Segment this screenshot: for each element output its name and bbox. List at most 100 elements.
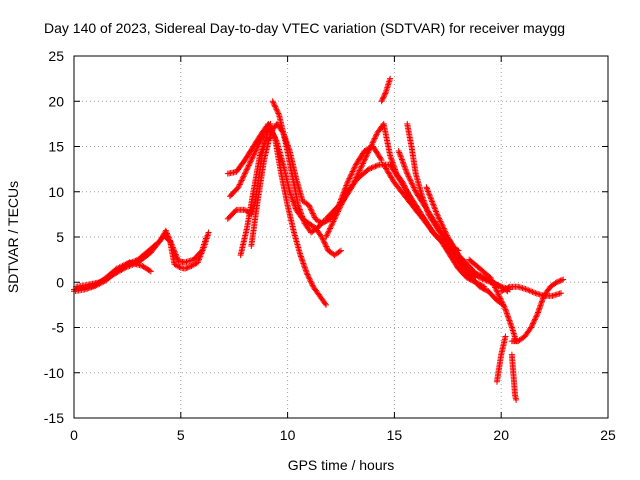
data-point — [350, 167, 357, 174]
data-point — [398, 155, 405, 162]
data-point — [246, 161, 253, 168]
data-point — [498, 298, 505, 305]
data-point — [319, 235, 326, 242]
data-point — [249, 154, 256, 161]
data-point — [501, 305, 508, 312]
data-point — [146, 267, 153, 274]
x-tick-label: 0 — [70, 427, 78, 443]
data-point — [331, 217, 338, 224]
data-point — [402, 166, 409, 173]
data-point — [270, 99, 277, 106]
data-point — [427, 194, 434, 201]
data-point — [402, 164, 409, 171]
data-point — [176, 264, 183, 271]
data-point — [404, 170, 411, 177]
data-point — [531, 316, 538, 323]
data-point — [553, 279, 560, 286]
data-point — [320, 238, 327, 245]
data-point — [257, 136, 264, 143]
data-point — [338, 247, 344, 254]
data-point — [555, 278, 562, 285]
data-point — [471, 273, 478, 280]
data-point — [435, 214, 442, 221]
data-point — [436, 215, 443, 222]
data-point — [319, 218, 326, 225]
data-point — [323, 243, 330, 250]
data-point — [489, 278, 496, 285]
data-point — [188, 262, 195, 269]
data-point — [339, 200, 346, 207]
data-point — [404, 172, 411, 179]
data-point — [367, 145, 374, 152]
data-point — [488, 277, 495, 284]
data-point — [253, 146, 260, 153]
data-point — [560, 276, 567, 283]
data-point — [173, 262, 180, 269]
data-point — [332, 214, 339, 221]
data-point — [425, 188, 432, 195]
data-point — [556, 278, 563, 285]
data-point — [400, 160, 407, 167]
data-point — [252, 147, 259, 154]
data-point — [438, 219, 445, 226]
data-point — [343, 181, 350, 188]
data-point — [331, 215, 338, 222]
data-point — [339, 198, 346, 205]
data-point — [238, 178, 245, 185]
data-point — [171, 248, 178, 255]
data-point — [336, 248, 343, 255]
data-point — [173, 254, 180, 261]
data-point — [500, 302, 507, 309]
data-point — [387, 75, 394, 82]
data-point — [244, 165, 251, 172]
data-point — [401, 162, 408, 169]
data-point — [523, 286, 530, 293]
data-point — [254, 143, 261, 150]
y-tick-label: 10 — [48, 184, 64, 200]
series-track-9 — [269, 98, 327, 236]
data-point — [322, 242, 329, 249]
data-point — [304, 271, 311, 278]
y-tick-label: -15 — [44, 410, 64, 426]
data-point — [163, 229, 170, 236]
data-point — [490, 280, 497, 287]
data-point — [305, 272, 312, 279]
data-point — [533, 313, 540, 320]
data-point — [270, 100, 277, 107]
data-point — [356, 167, 363, 174]
data-point — [273, 106, 280, 113]
x-tick-label: 20 — [493, 427, 509, 443]
data-point — [424, 187, 431, 194]
data-point — [363, 152, 370, 159]
data-point — [528, 288, 535, 295]
data-point — [479, 275, 486, 282]
data-point — [410, 183, 417, 190]
data-point — [478, 275, 485, 282]
data-point — [116, 264, 123, 271]
data-point — [327, 225, 334, 232]
data-point — [492, 284, 499, 291]
series-track-16 — [423, 184, 479, 281]
data-point — [430, 201, 437, 208]
data-point — [258, 135, 265, 142]
data-point — [381, 93, 388, 100]
data-point — [488, 276, 495, 283]
data-point — [371, 163, 378, 170]
data-point — [495, 291, 502, 298]
data-point — [236, 181, 243, 188]
data-point — [321, 240, 328, 247]
x-tick-label: 10 — [280, 427, 296, 443]
data-point — [373, 162, 380, 169]
data-point — [482, 276, 489, 283]
data-point — [171, 261, 178, 268]
data-point — [271, 133, 278, 140]
data-point — [307, 205, 314, 212]
data-point — [164, 230, 171, 237]
data-point — [397, 153, 404, 160]
data-point — [409, 181, 416, 188]
data-point — [431, 205, 438, 212]
data-point — [372, 163, 379, 170]
data-point — [172, 251, 179, 258]
y-tick-label: 5 — [56, 229, 64, 245]
data-point — [412, 187, 419, 194]
